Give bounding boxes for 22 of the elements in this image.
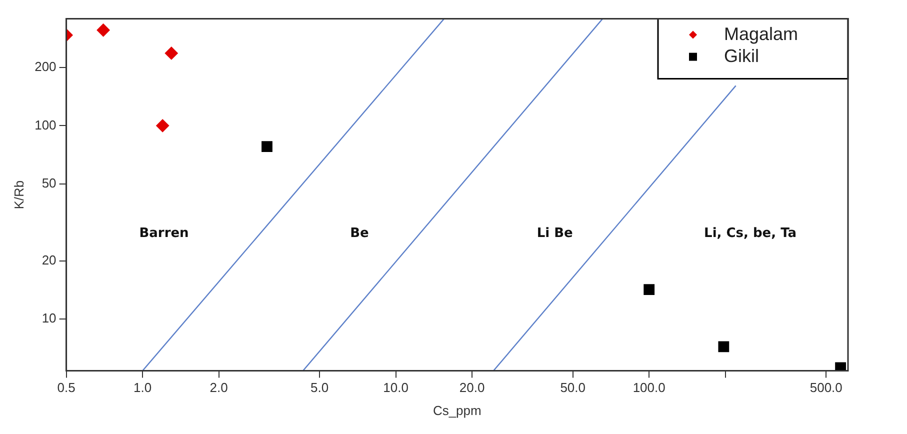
y-tick-label: 50 <box>42 175 56 190</box>
x-tick-label: 10.0 <box>383 380 408 396</box>
annotation: Li, Cs, be, Ta <box>704 226 797 241</box>
y-axis-title: K/Rb <box>11 180 26 210</box>
x-tick-label: 20.0 <box>459 380 485 396</box>
x-tick-label: 0.5 <box>57 380 76 396</box>
annotation: Be <box>350 226 369 241</box>
x-tick-label: 100.0 <box>632 380 666 396</box>
x-tick-label: 50.0 <box>560 380 586 396</box>
y-tick-label: 100 <box>34 117 56 132</box>
legend-label: Magalam <box>724 24 798 44</box>
legend-label: Gikil <box>724 46 759 66</box>
x-tick-label: 2.0 <box>210 380 228 396</box>
y-tick-label: 10 <box>42 310 56 326</box>
x-tick-label: 1.0 <box>133 380 152 396</box>
y-tick-label: 200 <box>34 59 56 74</box>
y-tick-label: 20 <box>42 252 56 268</box>
annotation: Barren <box>139 226 189 241</box>
x-tick-label: 5.0 <box>310 380 329 396</box>
x-axis-title: Cs_ppm <box>432 402 482 418</box>
x-tick-label: 500.0 <box>810 380 842 396</box>
annotation: Li Be <box>536 226 574 241</box>
